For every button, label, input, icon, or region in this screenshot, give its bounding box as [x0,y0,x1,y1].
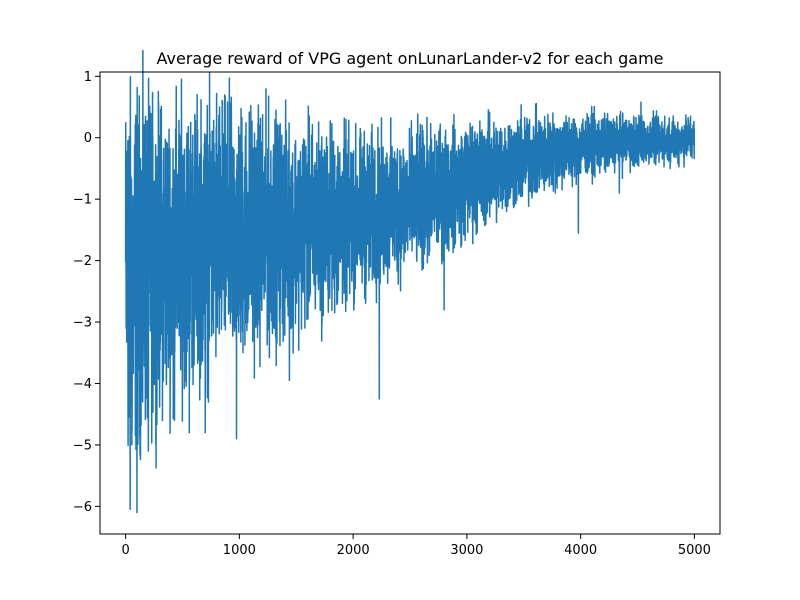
y-tick-label: −3 [73,316,92,331]
y-tick-label: 0 [84,131,92,146]
plot-area [124,49,696,514]
x-tick-label: 3000 [450,543,483,558]
y-tick-label: −5 [73,438,92,453]
y-axis: 1 0 −1 −2 −3 −4 −5 −6 [73,70,100,515]
chart-title: Average reward of VPG agent onLunarLande… [156,49,663,68]
series-line [124,49,696,514]
y-tick-label: −1 [73,193,92,208]
x-tick-label: 2000 [337,543,370,558]
x-tick-label: 5000 [678,543,711,558]
y-tick-label: −2 [73,254,92,269]
y-tick-label: −4 [73,377,92,392]
y-tick-label: −6 [73,500,92,515]
x-tick-label: 1000 [223,543,256,558]
x-axis: 0 1000 2000 3000 4000 5000 [121,534,711,558]
x-tick-label: 0 [121,543,129,558]
x-tick-label: 4000 [564,543,597,558]
y-tick-label: 1 [84,70,92,85]
axes-frame [99,71,721,535]
